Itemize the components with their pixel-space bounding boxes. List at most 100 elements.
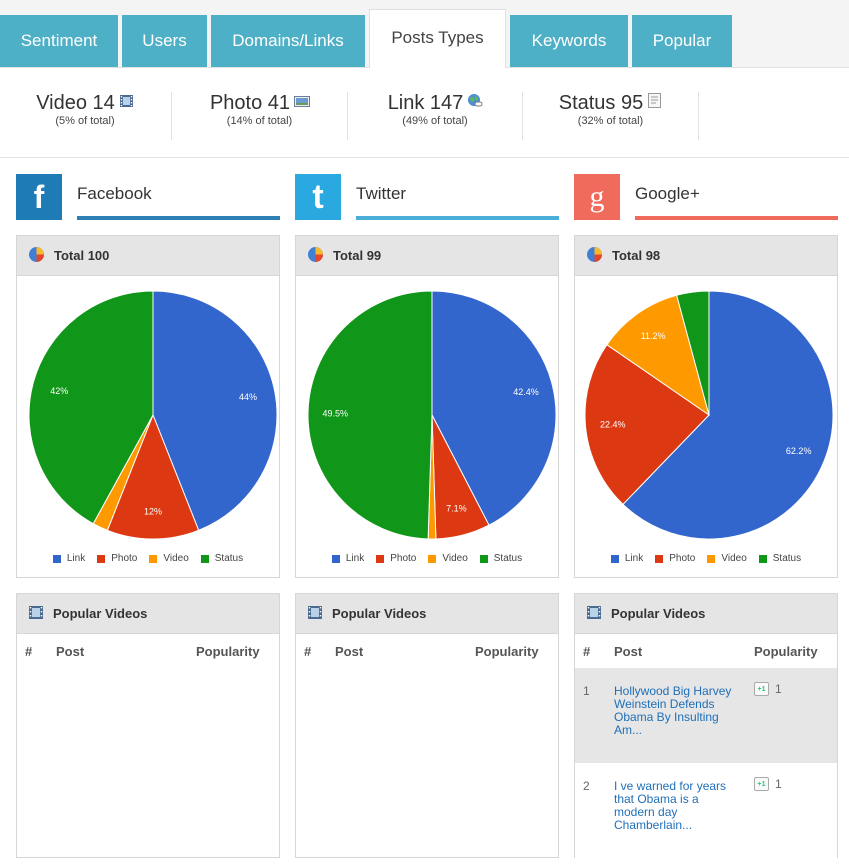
column-header-post: Post — [56, 644, 85, 659]
legend-item-status[interactable]: Status — [479, 553, 523, 564]
network-underline — [77, 216, 280, 220]
googleplus-logo-icon: g — [574, 174, 620, 220]
slice-data-label: 7.1% — [446, 504, 467, 514]
legend-item-photo[interactable]: Photo — [376, 553, 416, 564]
pie-chart: 62.2% 22.4% 11.2% — [584, 290, 834, 540]
legend-item-photo[interactable]: Photo — [655, 553, 695, 564]
legend-swatch — [200, 554, 209, 563]
pie-chart-icon — [586, 246, 603, 266]
tab-popular[interactable]: Popular — [632, 15, 732, 67]
summary-status-label: Status 95 — [558, 92, 644, 114]
videos-table-header: # Post Popularity — [575, 634, 837, 668]
legend-item-video[interactable]: Video — [149, 553, 189, 564]
google-plus-one-icon[interactable]: +1 — [754, 777, 769, 791]
legend-item-photo[interactable]: Photo — [97, 553, 137, 564]
column-header-popularity: Popularity — [475, 644, 539, 659]
pie-slice-photo[interactable] — [106, 413, 200, 540]
legend-item-link[interactable]: Link — [331, 553, 365, 564]
legend-swatch — [707, 554, 716, 563]
tab-sentiment[interactable]: Sentiment — [0, 15, 118, 67]
legend-swatch — [52, 554, 61, 563]
popularity-count: 1 — [775, 777, 782, 791]
row-number: 2 — [583, 779, 590, 793]
legend-label: Link — [345, 553, 365, 564]
note-icon — [647, 91, 662, 108]
tab-domains-links[interactable]: Domains/Links — [211, 15, 365, 67]
pie-slice-status[interactable] — [307, 290, 433, 540]
network-name: Google+ — [635, 184, 700, 203]
legend-label: Status — [214, 553, 244, 564]
summary-status-share: (32% of total) — [577, 115, 644, 127]
tab-users[interactable]: Users — [122, 15, 207, 67]
legend-item-link[interactable]: Link — [610, 553, 643, 564]
legend-label: Photo — [111, 553, 138, 564]
videos-table-body: 1 Hollywood Big Harvey Weinstein Defends … — [575, 668, 837, 858]
summary-link-share: (49% of total) — [402, 115, 468, 127]
legend-swatch — [97, 554, 106, 563]
google-plus-one-icon[interactable]: +1 — [754, 682, 769, 696]
pie-slice-link[interactable] — [152, 290, 278, 531]
pie-slice-photo[interactable] — [584, 343, 710, 506]
column-header-number: # — [25, 644, 33, 659]
legend-label: Video — [442, 553, 468, 564]
video-post-link[interactable]: I ve warned for years that Obama is a mo… — [614, 779, 727, 832]
legend-label: Photo — [390, 553, 417, 564]
film-icon — [119, 91, 134, 107]
pie-chart: 44% 12% 42% — [28, 290, 278, 540]
chart-panel-header: Total 99 — [296, 236, 558, 276]
legend-item-video[interactable]: Video — [428, 553, 468, 564]
legend-item-video[interactable]: Video — [707, 553, 747, 564]
divider — [698, 92, 699, 140]
column-header-number: # — [583, 644, 591, 659]
videos-panel-header: Popular Videos — [17, 594, 279, 634]
summary-photo-share: (14% of total) — [226, 115, 293, 127]
row-number: 1 — [583, 684, 590, 698]
table-row: 1 Hollywood Big Harvey Weinstein Defends … — [575, 668, 837, 763]
videos-panel-title: Popular Videos — [53, 606, 148, 621]
pie-slice-link[interactable] — [431, 290, 557, 526]
column-header-number: # — [304, 644, 312, 659]
popularity-count: 1 — [775, 682, 782, 696]
pie-slice-status[interactable] — [28, 290, 154, 525]
film-icon — [586, 605, 602, 623]
twitter-logo-icon: t — [295, 174, 341, 220]
legend-label: Photo — [669, 553, 696, 564]
network-underline — [356, 216, 559, 220]
chart-panel-header: Total 98 — [575, 236, 837, 276]
slice-data-label: 11.2% — [641, 331, 666, 341]
tab-posts-types[interactable]: Posts Types — [369, 9, 506, 69]
videos-panel-title: Popular Videos — [611, 606, 706, 621]
pie-slice-video[interactable] — [606, 294, 710, 417]
pie-chart-icon — [307, 246, 324, 266]
legend-swatch — [376, 554, 385, 563]
network-header-googleplus: g Google+ — [574, 174, 838, 220]
divider — [347, 92, 348, 140]
tab-keywords[interactable]: Keywords — [510, 15, 628, 67]
summary-photo-label: Photo 41 — [209, 92, 291, 114]
network-header-facebook: f Facebook — [16, 174, 280, 220]
legend-swatch — [428, 554, 437, 563]
legend-swatch — [149, 554, 158, 563]
legend-item-link[interactable]: Link — [52, 553, 85, 564]
summary-link-label: Link 147 — [387, 92, 464, 114]
summary-status: Status 95 (32% of total) — [523, 68, 698, 158]
legend-swatch — [758, 554, 767, 563]
chart-legend: Link Photo Video Status — [17, 553, 279, 564]
slice-data-label: 62.2% — [786, 446, 812, 456]
legend-item-status[interactable]: Status — [200, 553, 244, 564]
pie-slice-status[interactable] — [676, 290, 710, 416]
legend-swatch — [610, 554, 619, 563]
summary-photo: Photo 41 (14% of total) — [172, 68, 347, 158]
popular-videos-panel-googleplus: Popular Videos # Post Popularity 1 Hollyw… — [574, 593, 838, 858]
video-post-link[interactable]: Hollywood Big Harvey Weinstein Defends O… — [614, 684, 732, 737]
legend-label: Status — [493, 553, 523, 564]
googleplus-logo-letter: g — [589, 180, 605, 213]
summary-video-label: Video 14 — [36, 92, 115, 114]
summary-link: Link 147 (49% of total) — [348, 68, 522, 158]
photo-icon — [294, 91, 311, 107]
popularity-value: +1 1 — [754, 682, 782, 696]
pie-slice-link[interactable] — [622, 290, 834, 540]
legend-label: Status — [772, 553, 802, 564]
twitter-logo-letter: t — [312, 177, 324, 216]
legend-item-status[interactable]: Status — [758, 553, 802, 564]
